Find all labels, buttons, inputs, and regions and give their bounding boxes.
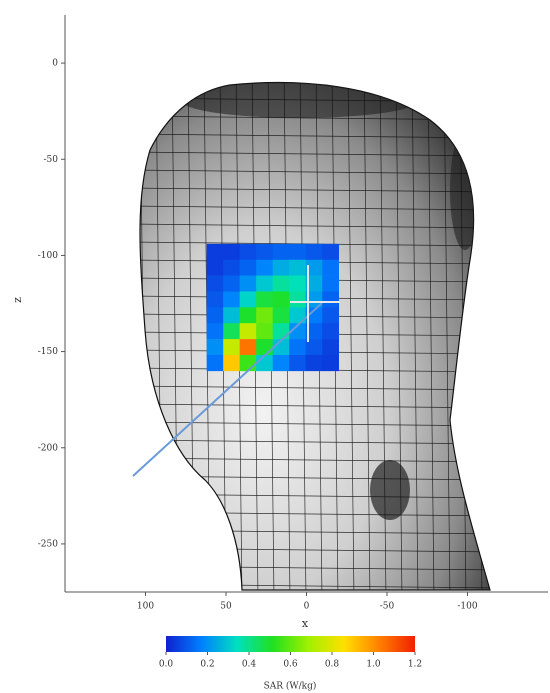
y-tick-label: -200 [38, 443, 58, 453]
sar-cell [289, 260, 306, 276]
colorbar-tick-label: 0.4 [242, 660, 257, 670]
y-tick-label: -100 [38, 251, 58, 261]
sar-cell [223, 260, 240, 276]
chart: x z SAR (W/kg) 100 50 0 -50 -100 0 -50 -100 -150… [0, 0, 550, 693]
sar-cell [273, 291, 290, 307]
sar-cell [223, 244, 240, 260]
colorbar-tick-label: 1.2 [408, 660, 422, 670]
sar-cell [256, 260, 273, 276]
sar-cell [240, 323, 257, 339]
x-tick-label: 100 [137, 602, 154, 612]
sar-cell [207, 276, 224, 292]
sar-cell [322, 260, 339, 276]
sar-cell [223, 355, 240, 371]
y-tick-label: -50 [44, 155, 59, 165]
sar-cell [240, 355, 257, 371]
sar-map [207, 244, 339, 371]
sar-cell [240, 244, 257, 260]
sar-cell [273, 244, 290, 260]
sar-cell [207, 339, 224, 355]
y-tick-label: 0 [52, 59, 58, 69]
sar-cell [322, 355, 339, 371]
sar-cell [289, 291, 306, 307]
sar-cell [306, 355, 323, 371]
sar-cell [289, 244, 306, 260]
sar-cell [289, 355, 306, 371]
sar-cell [223, 323, 240, 339]
sar-cell [240, 260, 257, 276]
sar-cell [223, 291, 240, 307]
sar-cell [256, 307, 273, 323]
colorbar-label: SAR (W/kg) [264, 681, 317, 692]
sar-cell [322, 339, 339, 355]
sar-cell [322, 244, 339, 260]
y-axis-label: z [11, 297, 24, 303]
sar-cell [306, 244, 323, 260]
sar-cell [273, 355, 290, 371]
sar-cell [207, 355, 224, 371]
sar-cell [322, 291, 339, 307]
colorbar-tick-label: 0.8 [325, 660, 340, 670]
sar-cell [207, 260, 224, 276]
sar-cell [289, 339, 306, 355]
y-tick-label: -250 [38, 539, 58, 549]
colorbar-tick-label: 0.6 [283, 660, 298, 670]
x-tick-label: 50 [220, 602, 232, 612]
colorbar-tick-label: 0.0 [159, 660, 174, 670]
sar-cell [256, 291, 273, 307]
colorbar-tick-label: 1.0 [366, 660, 381, 670]
x-tick-label: 0 [304, 602, 310, 612]
x-tick-label: -100 [457, 602, 477, 612]
sar-cell [256, 355, 273, 371]
sar-cell [223, 307, 240, 323]
sar-cell [207, 244, 224, 260]
x-axis-label: x [302, 617, 309, 630]
sar-cell [256, 276, 273, 292]
sar-cell [256, 244, 273, 260]
sar-cell [256, 323, 273, 339]
sar-cell [207, 307, 224, 323]
y-tick-label: -150 [38, 347, 58, 357]
colorbar [166, 636, 415, 652]
mesh-line [492, 70, 498, 600]
sar-cell [207, 323, 224, 339]
sar-cell [273, 307, 290, 323]
sar-cell [207, 291, 224, 307]
sar-cell [322, 307, 339, 323]
sar-cell [223, 339, 240, 355]
sar-cell [273, 323, 290, 339]
sar-cell [240, 339, 257, 355]
sar-cell [273, 260, 290, 276]
sar-cell [322, 323, 339, 339]
sar-cell [223, 276, 240, 292]
colorbar-tick-label: 0.2 [200, 660, 214, 670]
x-tick-label: -50 [380, 602, 395, 612]
sar-cell [240, 291, 257, 307]
sar-cell [240, 307, 257, 323]
sar-cell [273, 276, 290, 292]
sar-cell [322, 276, 339, 292]
mesh-line [476, 70, 482, 600]
sar-cell [240, 276, 257, 292]
mesh-line [130, 80, 500, 84]
sar-cell [289, 276, 306, 292]
sar-cell [256, 339, 273, 355]
